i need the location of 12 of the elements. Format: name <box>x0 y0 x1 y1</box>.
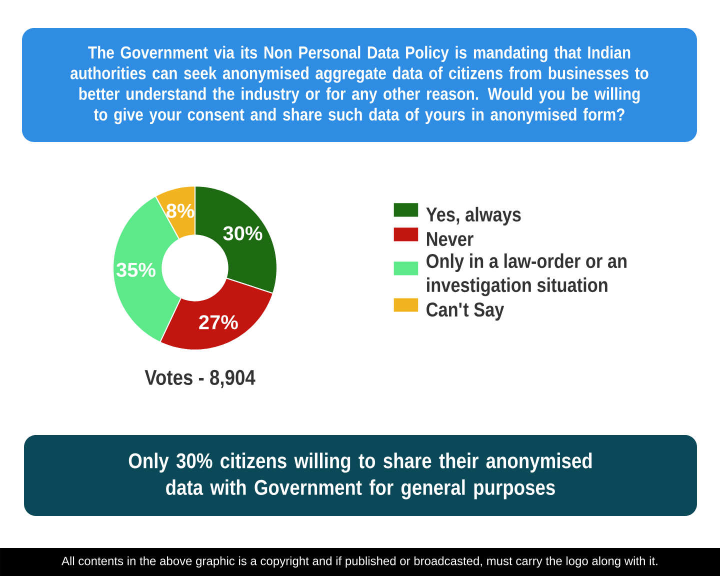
legend-label: Only in a law-order or an investigation situation <box>426 253 626 296</box>
legend-label: Never <box>427 232 474 246</box>
data-label: 8% <box>166 204 194 218</box>
legend-label: Can't Say <box>426 302 504 321</box>
text: Votes - 8,904 <box>144 370 256 388</box>
text: Only 30% citizens willing to share their anonymised data with Government for general purposes <box>128 452 592 500</box>
text: All contents in the above graphic is a copyright and if published or broadcasted, must carry the logo along with it. <box>62 556 658 568</box>
legend-label: Yes, always <box>426 206 521 226</box>
data-label: 30% <box>223 226 262 240</box>
data-label: 27% <box>199 315 238 330</box>
chart-title: The Government via its Non Personal Data Policy is mandating that Indian authorities can seek anonymised aggregate data of citizens from businesses to better understand the industry or for any other reason. Would you be willing to give your consent and share such data of yours in anonymised form? <box>70 46 648 124</box>
data-label: 35% <box>116 262 156 277</box>
